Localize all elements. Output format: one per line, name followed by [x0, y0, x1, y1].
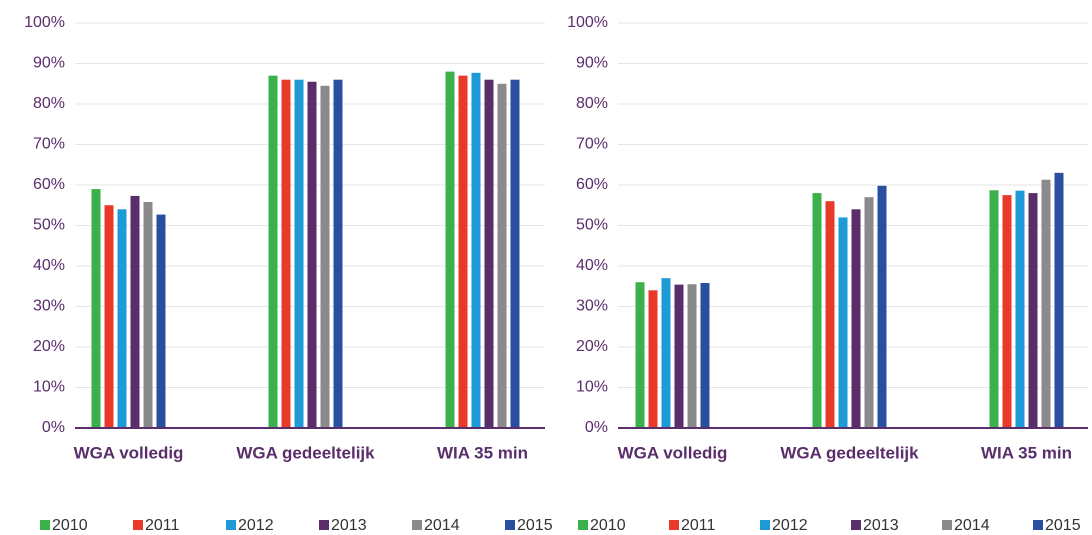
bar — [1015, 190, 1025, 428]
y-tick-label: 30% — [576, 298, 608, 315]
y-tick-label: 70% — [33, 136, 65, 153]
bar — [281, 79, 291, 428]
x-tick-label: WGA gedeeltelijk — [236, 443, 375, 462]
legend-swatch — [133, 520, 143, 530]
bar — [156, 214, 166, 428]
legend-label: 2012 — [238, 517, 274, 534]
bar — [635, 282, 645, 428]
legend-label: 2014 — [954, 517, 990, 534]
y-tick-label: 100% — [567, 14, 608, 31]
bar — [825, 201, 835, 428]
legend-swatch — [942, 520, 952, 530]
bar — [445, 71, 455, 428]
bar — [268, 75, 278, 429]
y-tick-label: 80% — [33, 95, 65, 112]
legend-label: 2010 — [52, 517, 88, 534]
y-tick-label: 20% — [576, 338, 608, 355]
legend-label: 2015 — [1045, 517, 1081, 534]
x-tick-label: WGA gedeeltelijk — [780, 443, 919, 462]
y-tick-label: 0% — [585, 419, 608, 436]
legend-swatch — [669, 520, 679, 530]
y-tick-label: 40% — [33, 257, 65, 274]
bar — [838, 217, 848, 428]
bar — [877, 185, 887, 428]
bar — [1028, 193, 1038, 428]
bar — [130, 195, 140, 428]
y-tick-label: 10% — [576, 379, 608, 396]
y-tick-label: 10% — [33, 379, 65, 396]
legend-label: 2013 — [863, 517, 899, 534]
legend-swatch — [1033, 520, 1043, 530]
bar — [812, 193, 822, 428]
legend-swatch — [412, 520, 422, 530]
x-tick-label: WIA 35 min — [437, 443, 528, 462]
bar — [333, 79, 343, 428]
bar — [989, 190, 999, 428]
y-tick-label: 50% — [576, 217, 608, 234]
x-tick-label: WGA volledig — [618, 443, 728, 462]
bar — [104, 205, 114, 428]
legend-swatch — [40, 520, 50, 530]
legend-swatch — [226, 520, 236, 530]
y-tick-label: 30% — [33, 298, 65, 315]
x-tick-label: WGA volledig — [74, 443, 184, 462]
bar — [661, 278, 671, 428]
legend-label: 2014 — [424, 517, 460, 534]
bar — [320, 85, 330, 429]
bar — [674, 284, 684, 428]
legend-swatch — [578, 520, 588, 530]
bar — [864, 197, 874, 428]
y-tick-label: 20% — [33, 338, 65, 355]
y-tick-label: 60% — [33, 176, 65, 193]
bar — [143, 202, 153, 428]
bar — [497, 83, 507, 428]
bar — [510, 79, 520, 428]
bar — [307, 81, 317, 428]
bar — [1054, 172, 1064, 428]
bar — [648, 290, 658, 428]
bar — [458, 75, 468, 429]
legend-swatch — [505, 520, 515, 530]
bar — [1041, 179, 1051, 428]
legend-label: 2012 — [772, 517, 808, 534]
legend-swatch — [851, 520, 861, 530]
y-tick-label: 100% — [24, 14, 65, 31]
y-tick-label: 60% — [576, 176, 608, 193]
y-tick-label: 50% — [33, 217, 65, 234]
y-tick-label: 90% — [33, 55, 65, 72]
y-tick-label: 80% — [576, 95, 608, 112]
legend-label: 2011 — [145, 517, 180, 534]
bar — [471, 72, 481, 428]
legend-label: 2015 — [517, 517, 553, 534]
legend-label: 2010 — [590, 517, 626, 534]
bar — [117, 209, 127, 428]
bar — [687, 284, 697, 428]
bar — [294, 79, 304, 428]
bar — [1002, 195, 1012, 428]
y-tick-label: 90% — [576, 55, 608, 72]
bar — [484, 79, 494, 428]
legend-label: 2011 — [681, 517, 716, 534]
bar — [700, 283, 710, 428]
legend-swatch — [319, 520, 329, 530]
legend-swatch — [760, 520, 770, 530]
x-tick-label: WIA 35 min — [981, 443, 1072, 462]
y-tick-label: 0% — [42, 419, 65, 436]
y-tick-label: 40% — [576, 257, 608, 274]
bar — [91, 189, 101, 428]
y-tick-label: 70% — [576, 136, 608, 153]
bar — [851, 209, 861, 428]
legend-label: 2013 — [331, 517, 367, 534]
